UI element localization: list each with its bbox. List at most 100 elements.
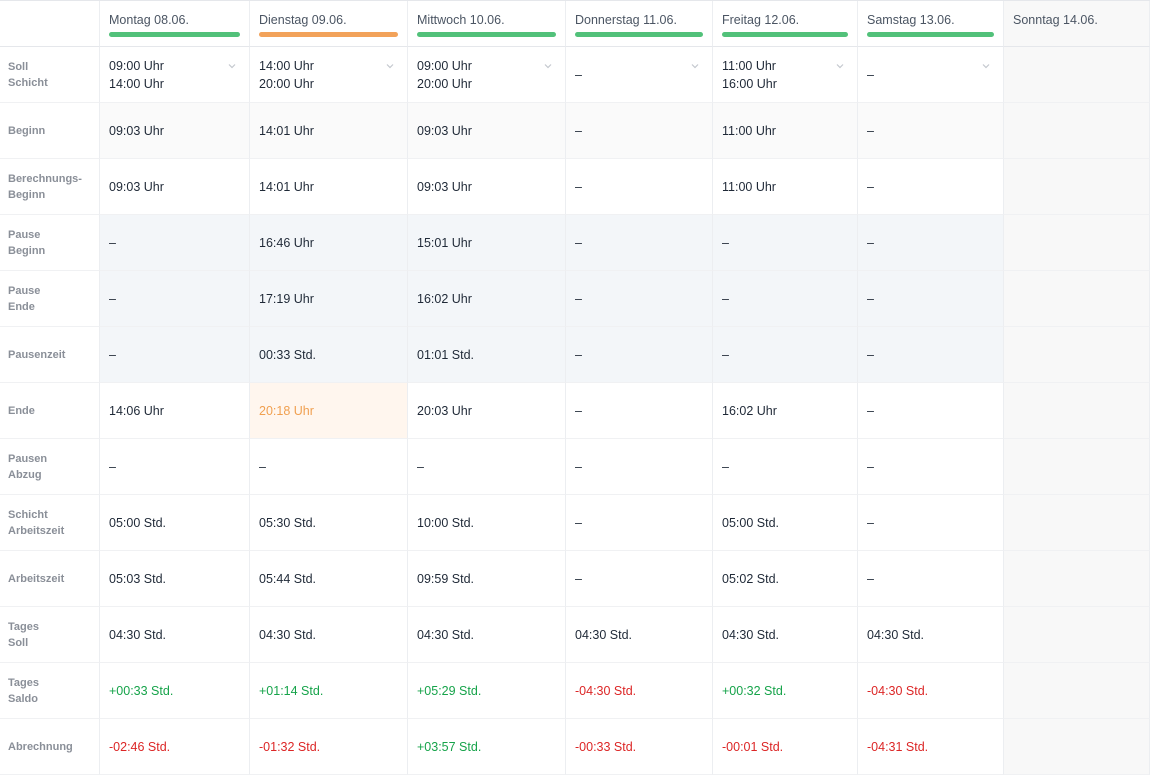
shift-select[interactable]: – bbox=[858, 47, 1004, 103]
cell-value: 14:01 Uhr bbox=[259, 123, 314, 138]
sunday-cell bbox=[1004, 215, 1150, 271]
shift-time: 14:00 Uhr bbox=[109, 76, 164, 91]
table-cell: 04:30 Std. bbox=[250, 607, 408, 663]
row-label-pausen-abzug: Pausen Abzug bbox=[0, 439, 100, 495]
cell-value: 11:00 Uhr bbox=[722, 123, 776, 138]
day-header-4[interactable]: Freitag 12.06. bbox=[713, 1, 858, 47]
row-label-pausenzeit: Pausenzeit bbox=[0, 327, 100, 383]
sunday-cell bbox=[1004, 607, 1150, 663]
cell-value: – bbox=[575, 235, 582, 250]
day-header-2[interactable]: Mittwoch 10.06. bbox=[408, 1, 566, 47]
cell-value: 09:03 Uhr bbox=[109, 179, 164, 194]
row-label-schicht-arbeitszeit: Schicht Arbeitszeit bbox=[0, 495, 100, 551]
cell-value: – bbox=[867, 459, 874, 474]
table-cell: – bbox=[713, 327, 858, 383]
day-header-5[interactable]: Samstag 13.06. bbox=[858, 1, 1004, 47]
sunday-cell bbox=[1004, 383, 1150, 439]
day-header-label: Mittwoch 10.06. bbox=[417, 13, 505, 27]
cell-value: 20:03 Uhr bbox=[417, 403, 472, 418]
table-cell: 15:01 Uhr bbox=[408, 215, 566, 271]
table-cell: – bbox=[566, 271, 713, 327]
row-label-text: Tages Soll bbox=[8, 619, 39, 651]
row-label-line: Pause bbox=[8, 284, 41, 297]
cell-value: 04:30 Std. bbox=[259, 627, 316, 642]
cell-value: 05:44 Std. bbox=[259, 571, 316, 586]
shift-select[interactable]: – bbox=[566, 47, 713, 103]
row-label-line: Ende bbox=[8, 300, 35, 313]
cell-value: – bbox=[867, 123, 874, 138]
cell-value: 16:02 Uhr bbox=[417, 291, 472, 306]
sunday-cell bbox=[1004, 439, 1150, 495]
row-label-text: Tages Saldo bbox=[8, 675, 39, 707]
row-label-line: Berechnungs- bbox=[8, 172, 82, 185]
cell-value: -04:30 Std. bbox=[575, 683, 637, 698]
table-cell: – bbox=[566, 159, 713, 215]
row-label-beginn: Beginn bbox=[0, 103, 100, 159]
shift-time: 20:00 Uhr bbox=[259, 76, 314, 91]
cell-value: – bbox=[722, 347, 729, 362]
row-label-text: Pausenzeit bbox=[8, 347, 65, 363]
row-label-tages-saldo: Tages Saldo bbox=[0, 663, 100, 719]
row-label-line: Schicht bbox=[8, 508, 48, 521]
row-label-text: Abrechnung bbox=[8, 739, 73, 755]
cell-value: – bbox=[867, 571, 874, 586]
cell-value: – bbox=[867, 515, 874, 530]
row-label-line: Pausen bbox=[8, 452, 48, 465]
header-corner bbox=[0, 1, 100, 47]
shift-select[interactable]: 09:00 Uhr 20:00 Uhr bbox=[408, 47, 566, 103]
table-cell: 11:00 Uhr bbox=[713, 159, 858, 215]
table-cell: 00:33 Std. bbox=[250, 327, 408, 383]
day-header-label: Freitag 12.06. bbox=[722, 13, 800, 27]
day-header-3[interactable]: Donnerstag 11.06. bbox=[566, 1, 713, 47]
cell-value: -04:31 Std. bbox=[867, 739, 929, 754]
chevron-down-icon bbox=[690, 61, 700, 71]
day-header-label: Montag 08.06. bbox=[109, 13, 189, 27]
day-header-1[interactable]: Dienstag 09.06. bbox=[250, 1, 408, 47]
row-label-text: Pause Beginn bbox=[8, 227, 45, 259]
shift-select[interactable]: 11:00 Uhr 16:00 Uhr bbox=[713, 47, 858, 103]
table-cell: – bbox=[566, 383, 713, 439]
shift-time: 09:00 Uhr bbox=[109, 58, 164, 73]
table-cell: – bbox=[713, 215, 858, 271]
cell-value: 04:30 Std. bbox=[722, 627, 779, 642]
shift-select[interactable]: 14:00 Uhr 20:00 Uhr bbox=[250, 47, 408, 103]
row-label-line: Pause bbox=[8, 228, 41, 241]
table-cell: 16:02 Uhr bbox=[408, 271, 566, 327]
table-cell: 05:30 Std. bbox=[250, 495, 408, 551]
cell-value: 05:00 Std. bbox=[109, 515, 166, 530]
row-label-soll-schicht: Soll Schicht bbox=[0, 47, 100, 103]
cell-value: 14:06 Uhr bbox=[109, 403, 164, 418]
cell-value: 11:00 Uhr bbox=[722, 179, 776, 194]
table-cell: +03:57 Std. bbox=[408, 719, 566, 775]
cell-value: 16:02 Uhr bbox=[722, 403, 777, 418]
shift-time: – bbox=[867, 67, 874, 82]
table-cell: – bbox=[858, 215, 1004, 271]
table-cell: – bbox=[858, 103, 1004, 159]
cell-value: – bbox=[722, 291, 729, 306]
cell-value: – bbox=[575, 571, 582, 586]
table-cell: – bbox=[858, 383, 1004, 439]
table-cell: 04:30 Std. bbox=[713, 607, 858, 663]
cell-value: +00:33 Std. bbox=[109, 683, 174, 698]
cell-value: 10:00 Std. bbox=[417, 515, 474, 530]
cell-value: – bbox=[109, 291, 116, 306]
shift-select[interactable]: 09:00 Uhr 14:00 Uhr bbox=[100, 47, 250, 103]
table-cell: 09:03 Uhr bbox=[100, 103, 250, 159]
day-header-6[interactable]: Sonntag 14.06. bbox=[1004, 1, 1150, 47]
cell-value: 09:03 Uhr bbox=[417, 123, 472, 138]
cell-value: 01:01 Std. bbox=[417, 347, 474, 362]
table-cell: – bbox=[100, 215, 250, 271]
day-header-0[interactable]: Montag 08.06. bbox=[100, 1, 250, 47]
day-status-bar bbox=[867, 32, 994, 37]
row-label-text: Berechnungs- Beginn bbox=[8, 171, 82, 203]
table-cell: +00:33 Std. bbox=[100, 663, 250, 719]
cell-value: – bbox=[575, 123, 582, 138]
sunday-cell bbox=[1004, 159, 1150, 215]
cell-value: – bbox=[722, 459, 729, 474]
cell-value: 05:03 Std. bbox=[109, 571, 166, 586]
row-label-pause-ende: Pause Ende bbox=[0, 271, 100, 327]
cell-value: – bbox=[575, 179, 582, 194]
row-label-line: Beginn bbox=[8, 244, 46, 257]
cell-value: 05:02 Std. bbox=[722, 571, 779, 586]
row-label-text: Schicht Arbeitszeit bbox=[8, 507, 64, 539]
